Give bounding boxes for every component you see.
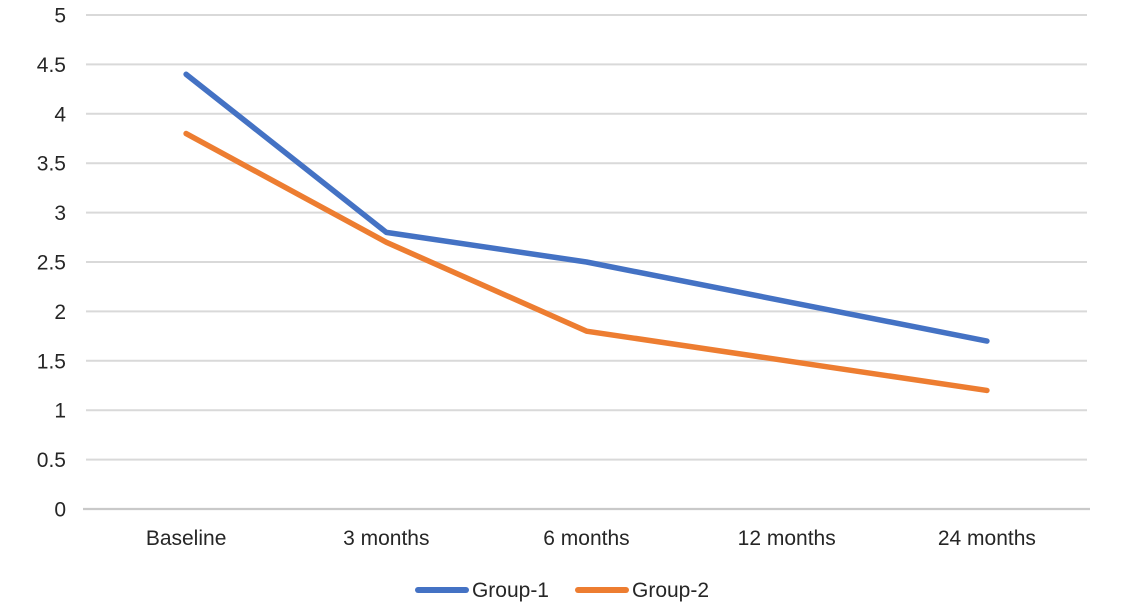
x-tick-label: 12 months [738,527,836,550]
y-tick-label: 3 [54,202,66,225]
series-line-group-2 [183,130,990,394]
x-tick-label: Baseline [146,527,227,550]
y-tick-label: 4 [54,103,66,126]
y-tick-label: 0 [54,499,66,522]
legend-swatch-group-1-icon [414,587,469,593]
y-tick-label: 1 [54,400,66,423]
x-tick-label: 6 months [543,527,629,550]
x-tick-label: 3 months [343,527,429,550]
series-line-group-1 [183,71,990,344]
y-tick-label: 2.5 [37,252,66,275]
legend-label-group-2: Group-2 [632,578,710,602]
y-tick-label: 4.5 [37,54,66,77]
legend-item-group-2[interactable]: Group-2 [575,580,709,601]
legend-swatch-group-2-icon [575,587,629,593]
y-tick-label: 3.5 [37,153,66,176]
y-tick-label: 5 [54,5,66,28]
y-tick-label: 2 [54,301,66,324]
chart-legend: Group-1 Group-2 [0,576,1124,604]
y-tick-label: 0.5 [37,449,66,472]
x-tick-label: 24 months [938,527,1036,550]
y-tick-label: 1.5 [37,350,66,373]
legend-label-group-1: Group-1 [471,578,549,602]
legend-item-group-1[interactable]: Group-1 [414,578,549,602]
